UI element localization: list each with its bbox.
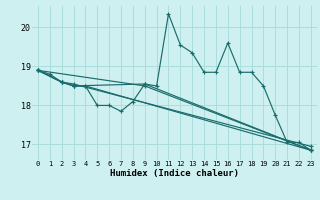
X-axis label: Humidex (Indice chaleur): Humidex (Indice chaleur)	[110, 169, 239, 178]
